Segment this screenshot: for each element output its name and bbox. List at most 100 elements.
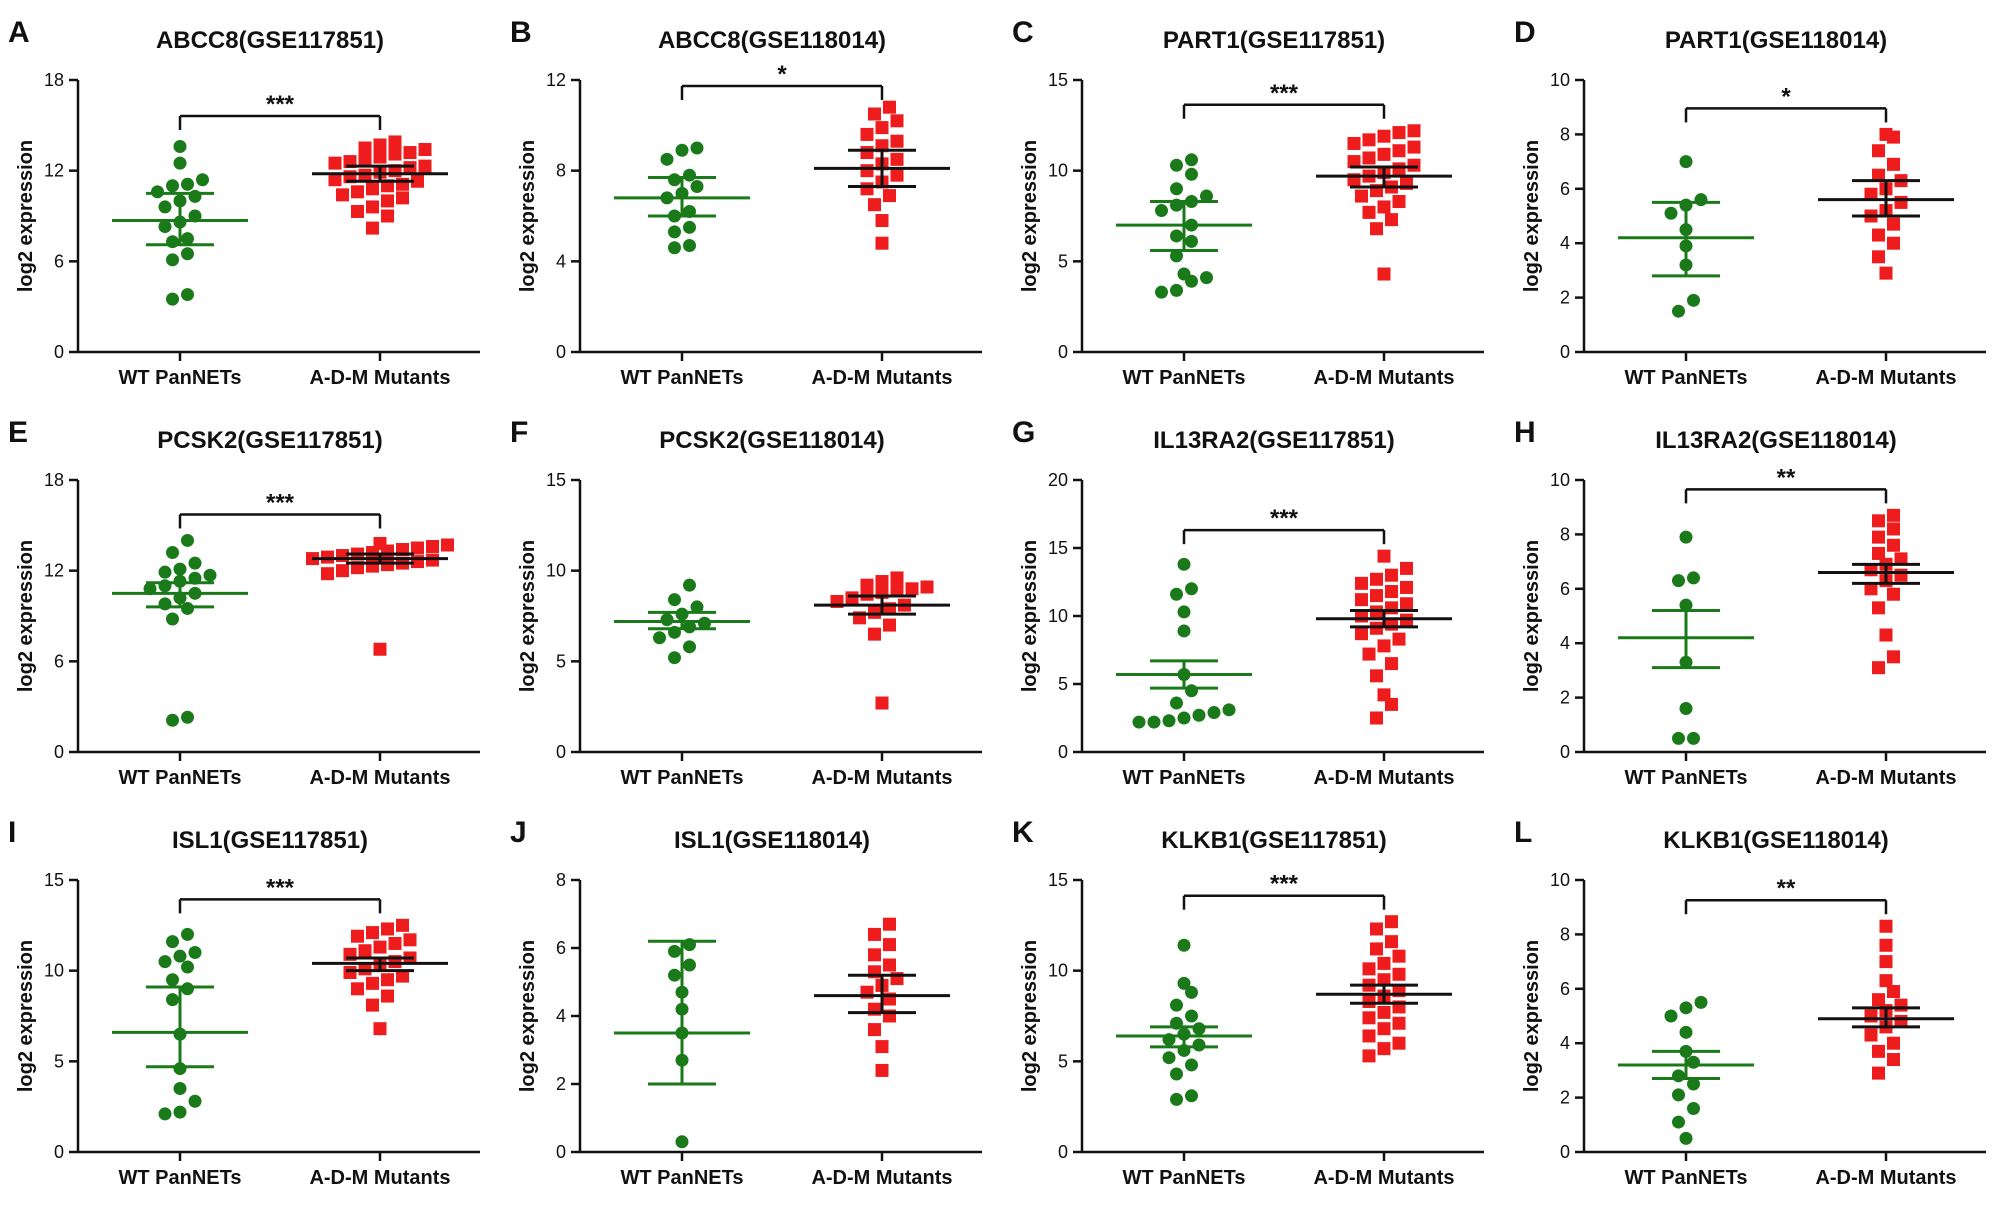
data-point <box>366 200 379 214</box>
data-point <box>1679 1001 1693 1015</box>
data-point <box>1355 189 1368 203</box>
data-point <box>1200 189 1213 203</box>
data-point <box>418 143 432 157</box>
data-point <box>1872 168 1885 182</box>
y-tick-label: 0 <box>54 742 64 762</box>
data-point <box>860 182 874 196</box>
y-tick-label: 0 <box>54 1142 64 1162</box>
y-tick-label: 5 <box>1058 674 1068 694</box>
data-point <box>1192 708 1206 722</box>
significance-label: ** <box>1777 464 1796 491</box>
data-point <box>158 220 172 234</box>
data-point <box>1864 582 1878 596</box>
data-point <box>1177 557 1191 571</box>
data-point <box>1679 530 1693 544</box>
panel-title: IL13RA2(GSE117851) <box>1153 427 1394 454</box>
data-point <box>396 177 409 191</box>
data-point <box>1894 195 1908 209</box>
series-wt-panNETs <box>1116 938 1252 1106</box>
significance-label: *** <box>1270 505 1299 532</box>
data-point <box>158 1107 172 1121</box>
data-point <box>358 168 372 182</box>
x-category-label: A-D-M Mutants <box>1313 1167 1454 1189</box>
data-point <box>1887 587 1900 601</box>
x-category-label: A-D-M Mutants <box>1815 767 1956 789</box>
data-point <box>668 173 681 187</box>
data-point <box>1385 657 1398 671</box>
panel-F: F PCSK2(GSE118014) log2 expression 0 5 10 15 WT… <box>510 416 982 789</box>
data-point <box>1864 187 1878 201</box>
data-point <box>203 568 217 582</box>
data-point <box>1370 589 1383 603</box>
data-point <box>1377 1005 1391 1019</box>
data-point <box>166 253 179 267</box>
x-category-label: A-D-M Mutants <box>1313 367 1454 389</box>
data-point <box>1672 574 1685 588</box>
data-point <box>860 146 874 160</box>
data-point <box>1894 998 1908 1012</box>
data-point <box>1664 206 1678 220</box>
y-axis-label: log2 expression <box>1521 140 1543 292</box>
x-category-label: WT PanNETs <box>119 767 242 789</box>
data-point <box>1894 552 1908 566</box>
data-point <box>868 927 881 941</box>
data-point <box>181 960 194 974</box>
panel-J: J ISL1(GSE118014) log2 expression 0 2 4 6 8 WT P… <box>510 816 982 1189</box>
series-wt-panNETs <box>614 938 750 1149</box>
data-point <box>890 152 904 166</box>
data-point <box>1177 976 1191 990</box>
data-point <box>181 982 194 996</box>
data-point <box>1687 293 1700 307</box>
x-category-label: A-D-M Mutants <box>1815 367 1956 389</box>
y-tick-label: 0 <box>1058 1142 1068 1162</box>
data-point <box>1392 949 1406 963</box>
data-point <box>668 651 681 665</box>
data-point <box>381 922 394 936</box>
y-tick-label: 4 <box>1560 633 1570 653</box>
data-point <box>1872 144 1885 158</box>
y-axis-label: log2 expression <box>15 540 37 692</box>
y-axis-label: log2 expression <box>1019 540 1041 692</box>
y-tick-label: 6 <box>54 251 64 271</box>
data-point <box>675 143 689 157</box>
data-point <box>683 220 696 234</box>
data-point <box>1355 593 1368 607</box>
data-point <box>1392 126 1406 140</box>
data-point <box>396 969 409 983</box>
data-point <box>373 138 387 152</box>
data-point <box>683 958 696 972</box>
series-wt-panNETs <box>1618 530 1754 745</box>
y-tick-label: 12 <box>44 561 64 581</box>
x-category-label: A-D-M Mutants <box>1815 1167 1956 1189</box>
data-point <box>1170 587 1183 601</box>
panel-B: B ABCC8(GSE118014) log2 expression 0 4 8 12 WT … <box>510 16 982 389</box>
series-adm-mutants <box>814 571 950 710</box>
data-point <box>1222 703 1236 717</box>
data-point <box>1679 1025 1693 1039</box>
y-tick-label: 2 <box>1560 288 1570 308</box>
data-point <box>683 578 696 592</box>
data-point <box>1679 155 1693 169</box>
data-point <box>1687 731 1700 745</box>
data-point <box>1392 144 1406 158</box>
data-point <box>1887 985 1900 999</box>
data-point <box>1392 162 1406 176</box>
data-point <box>1170 158 1183 172</box>
y-tick-label: 8 <box>1560 924 1570 944</box>
data-point <box>388 135 402 149</box>
data-point <box>381 973 394 987</box>
data-point <box>883 618 896 632</box>
data-point <box>1185 167 1198 181</box>
data-point <box>173 139 187 153</box>
data-point <box>181 177 194 191</box>
panel-title: PCSK2(GSE118014) <box>659 427 884 454</box>
data-point <box>321 567 334 581</box>
data-point <box>860 578 874 592</box>
data-point <box>1377 200 1391 214</box>
data-point <box>690 600 704 614</box>
data-point <box>1872 1044 1885 1058</box>
y-axis-label: log2 expression <box>15 940 37 1092</box>
data-point <box>1872 228 1885 242</box>
panel-letter: C <box>1012 16 1034 49</box>
x-category-label: A-D-M Mutants <box>309 367 450 389</box>
